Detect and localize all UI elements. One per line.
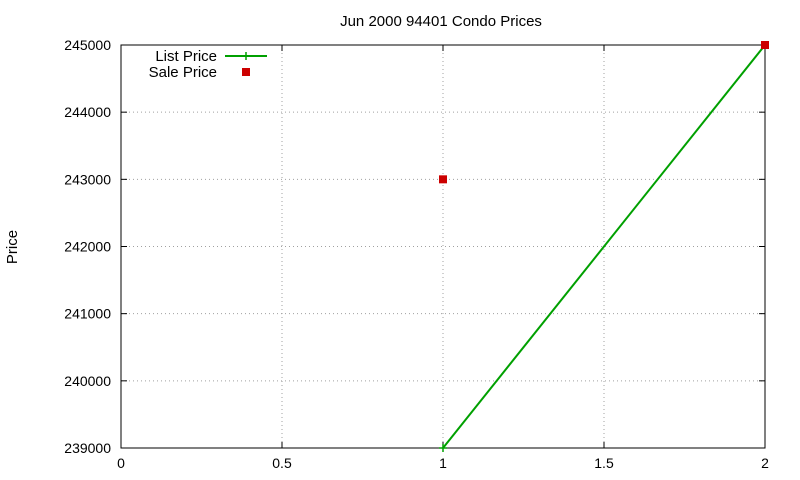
y-tick-label: 244000 — [64, 104, 111, 120]
legend-marker-sale-price — [242, 68, 250, 76]
sale-price-point — [761, 41, 769, 49]
x-tick-label: 1 — [439, 455, 447, 471]
x-tick-label: 1.5 — [594, 455, 614, 471]
y-tick-label: 240000 — [64, 373, 111, 389]
x-tick-label: 0.5 — [272, 455, 292, 471]
list-price-line — [442, 44, 766, 449]
series-layer — [439, 41, 769, 452]
legend-label: List Price — [155, 48, 217, 65]
grid — [121, 45, 765, 448]
y-tick-label: 239000 — [64, 440, 111, 456]
sale-price-point — [439, 175, 447, 184]
x-tick-label: 0 — [117, 455, 125, 471]
y-tick-label: 242000 — [64, 239, 111, 255]
y-tick-label: 241000 — [64, 306, 111, 322]
ticks: 0 0.5 1 1.5 2 239000 240000 241000 242000 243000 2… — [64, 37, 769, 471]
y-axis-title: Price — [4, 230, 21, 264]
legend-label: Sale Price — [149, 64, 217, 81]
list-price-point — [439, 444, 447, 452]
chart-title: Jun 2000 94401 Condo Prices — [340, 13, 542, 30]
y-tick-label: 243000 — [64, 171, 111, 187]
legend-marker-list-price — [242, 52, 250, 60]
y-tick-label: 245000 — [64, 37, 111, 53]
x-tick-label: 2 — [761, 455, 769, 471]
